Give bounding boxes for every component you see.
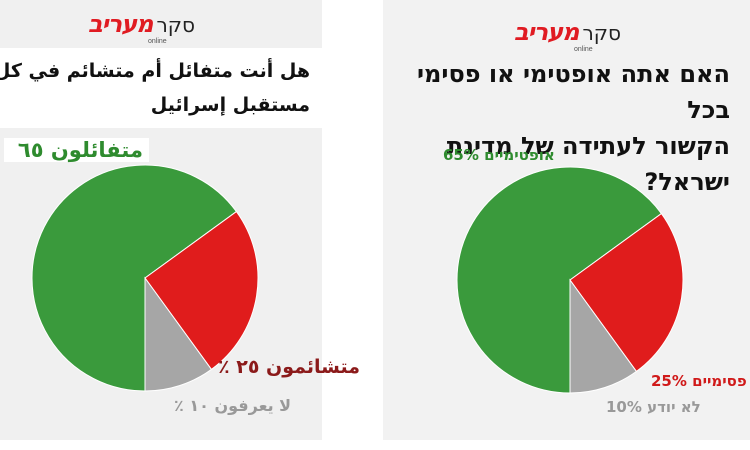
left-title-line2: مستقبل إسرائيل xyxy=(150,94,310,116)
left-pie-slice-optimists xyxy=(31,164,238,392)
left-pie-slice-dontknow xyxy=(144,276,213,392)
left-poll-question: هل أنت متفائل أم متشائم في كل ما يخص مست… xyxy=(0,54,310,122)
left-label-dontknow: لا يعرفون ١٠ ٪ xyxy=(174,396,292,415)
left-title-line1: هل أنت متفائل أم متشائم في كل ما يخص xyxy=(0,60,310,82)
right-pie-slice-optimists xyxy=(456,166,663,394)
left-pie-slice-pessimists xyxy=(144,210,259,371)
right-pie-slice-dontknow xyxy=(569,278,638,394)
left-label-pessimists: متشائمون ٢٥ ٪ xyxy=(218,356,361,378)
right-poll-question: האם אתה אופטימי או פסימי בכל הקשור לעתיד… xyxy=(370,56,730,200)
right-logo-poll: סקר xyxy=(582,21,621,45)
right-label-pessimists: פסימיים 25% xyxy=(651,372,747,390)
right-logo-brand: מעריב xyxy=(514,18,580,46)
left-logo-brand: מעריב xyxy=(88,10,154,38)
right-title-line2: הקשור לעתידה של מדינת ישראל? xyxy=(446,132,730,196)
right-pie-slice-pessimists xyxy=(569,212,684,373)
left-label-optimists: متفائلون ٦٥ xyxy=(4,138,149,162)
right-title-line1: האם אתה אופטימי או פסימי בכל xyxy=(416,60,730,124)
right-label-optimists: אופטימיים 65% xyxy=(443,146,555,164)
left-logo-poll: סקר xyxy=(156,13,195,37)
left-logo-sub: online xyxy=(148,38,167,45)
right-label-dontknow: לא יודע 10% xyxy=(606,398,701,416)
left-title-box: هل أنت متفائل أم متشائم في كل ما يخص مست… xyxy=(0,48,322,128)
left-maariv-logo: מעריב סקר online xyxy=(88,10,195,45)
right-logo-sub: online xyxy=(574,46,593,53)
right-maariv-logo: מעריב סקר online xyxy=(514,18,621,53)
